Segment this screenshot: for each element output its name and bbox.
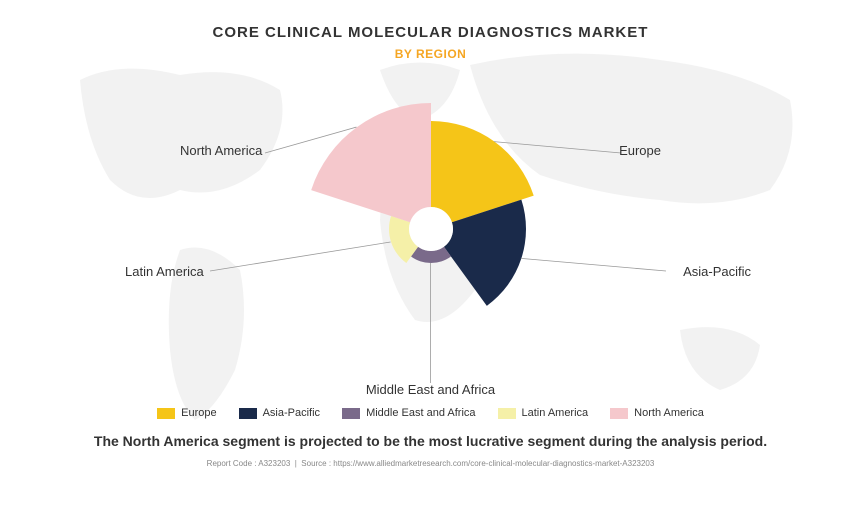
legend-label: Europe <box>181 407 216 419</box>
donut-hole <box>409 207 453 251</box>
legend-label: North America <box>634 407 704 419</box>
page-title: CORE CLINICAL MOLECULAR DIAGNOSTICS MARK… <box>213 24 649 41</box>
legend-swatch <box>342 408 360 419</box>
legend-label: Latin America <box>522 407 589 419</box>
slice-north-america <box>311 103 431 222</box>
legend-label: Asia-Pacific <box>263 407 320 419</box>
legend-swatch <box>610 408 628 419</box>
label-north-america: North America <box>180 143 262 158</box>
legend-swatch <box>498 408 516 419</box>
legend-item: Middle East and Africa <box>342 407 475 419</box>
legend: Europe Asia-Pacific Middle East and Africa… <box>157 407 704 419</box>
chart-area: North America Europe Asia-Pacific Middle… <box>0 69 861 389</box>
legend-item: Asia-Pacific <box>239 407 320 419</box>
footer-text: The North America segment is projected t… <box>94 433 767 449</box>
content-wrapper: CORE CLINICAL MOLECULAR DIAGNOSTICS MARK… <box>0 0 861 515</box>
report-code: Report Code : A323203 <box>207 459 291 468</box>
legend-item: North America <box>610 407 704 419</box>
label-europe: Europe <box>619 143 661 158</box>
legend-item: Europe <box>157 407 216 419</box>
legend-label: Middle East and Africa <box>366 407 475 419</box>
legend-item: Latin America <box>498 407 589 419</box>
source-url: Source : https://www.alliedmarketresearc… <box>301 459 654 468</box>
source-line: Report Code : A323203 | Source : https:/… <box>207 459 655 468</box>
polar-chart <box>281 79 581 379</box>
legend-swatch <box>239 408 257 419</box>
label-middle-east-africa: Middle East and Africa <box>366 382 495 397</box>
legend-swatch <box>157 408 175 419</box>
label-latin-america: Latin America <box>125 264 204 279</box>
label-asia-pacific: Asia-Pacific <box>683 264 751 279</box>
page-subtitle: BY REGION <box>395 47 467 61</box>
